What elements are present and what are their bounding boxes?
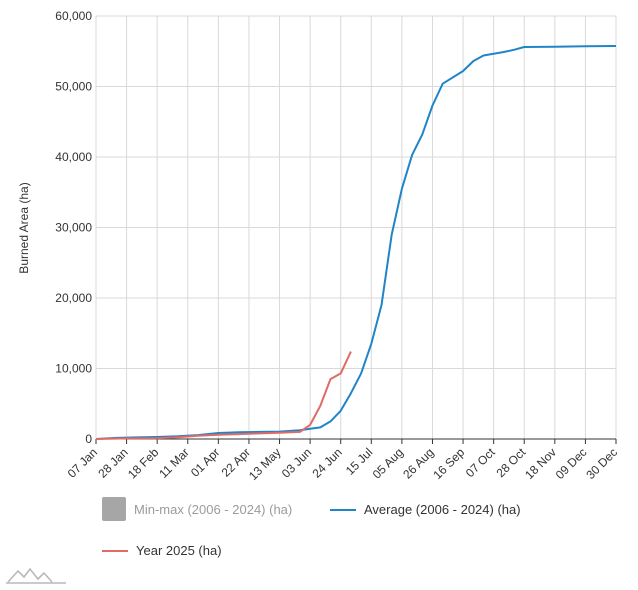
x-tick-label: 05 Aug — [370, 445, 406, 481]
year-2025-line — [95, 351, 352, 440]
x-tick-label: 24 Jun — [309, 445, 344, 480]
series-lines — [95, 45, 617, 440]
x-tick-label: 16 Sep — [430, 445, 467, 482]
x-tick-label: 28 Jan — [95, 445, 130, 480]
minmax-swatch — [102, 497, 126, 521]
y-tick-label: 50,000 — [55, 80, 92, 94]
x-tick-label: 18 Feb — [125, 445, 162, 482]
x-tick-label: 26 Aug — [400, 445, 436, 481]
legend-item-average[interactable]: Average (2006 - 2024) (ha) — [330, 502, 521, 517]
average-line — [95, 45, 617, 440]
legend-average-label: Average (2006 - 2024) (ha) — [364, 502, 521, 517]
y-tick-label: 40,000 — [55, 150, 92, 164]
y-tick-label: 0 — [85, 432, 92, 446]
y-tick-label: 30,000 — [55, 221, 92, 235]
legend-year-label: Year 2025 (ha) — [136, 543, 222, 558]
y-axis-label: Burned Area (ha) — [17, 182, 31, 273]
y-tick-labels: 0 10,000 20,000 30,000 40,000 50,000 60,000 — [55, 9, 92, 446]
x-tick-label: 01 Apr — [188, 445, 222, 479]
x-tick-label: 07 Jan — [65, 445, 100, 480]
legend-item-year-2025[interactable]: Year 2025 (ha) — [102, 543, 222, 558]
x-tick-label: 07 Oct — [463, 445, 498, 480]
x-tick-label: 13 May — [246, 445, 284, 483]
y-tick-label: 20,000 — [55, 291, 92, 305]
mountains-logo-icon — [6, 567, 66, 584]
axes — [95, 438, 617, 444]
legend-minmax-label: Min-max (2006 - 2024) (ha) — [134, 501, 293, 517]
average-swatch — [330, 508, 356, 511]
legend-item-minmax[interactable]: Min-max (2006 - 2024) (ha) — [102, 497, 292, 521]
x-tick-label: 09 Dec — [553, 445, 590, 482]
y-tick-label: 60,000 — [55, 9, 92, 23]
x-tick-label: 11 Mar — [156, 445, 192, 481]
year-2025-swatch — [102, 549, 128, 552]
x-tick-label: 03 Jun — [279, 445, 314, 480]
gridlines — [95, 15, 617, 440]
y-tick-label: 10,000 — [55, 362, 92, 376]
x-tick-label: 30 Dec — [583, 445, 620, 482]
x-tick-label: 18 Nov — [522, 445, 559, 482]
